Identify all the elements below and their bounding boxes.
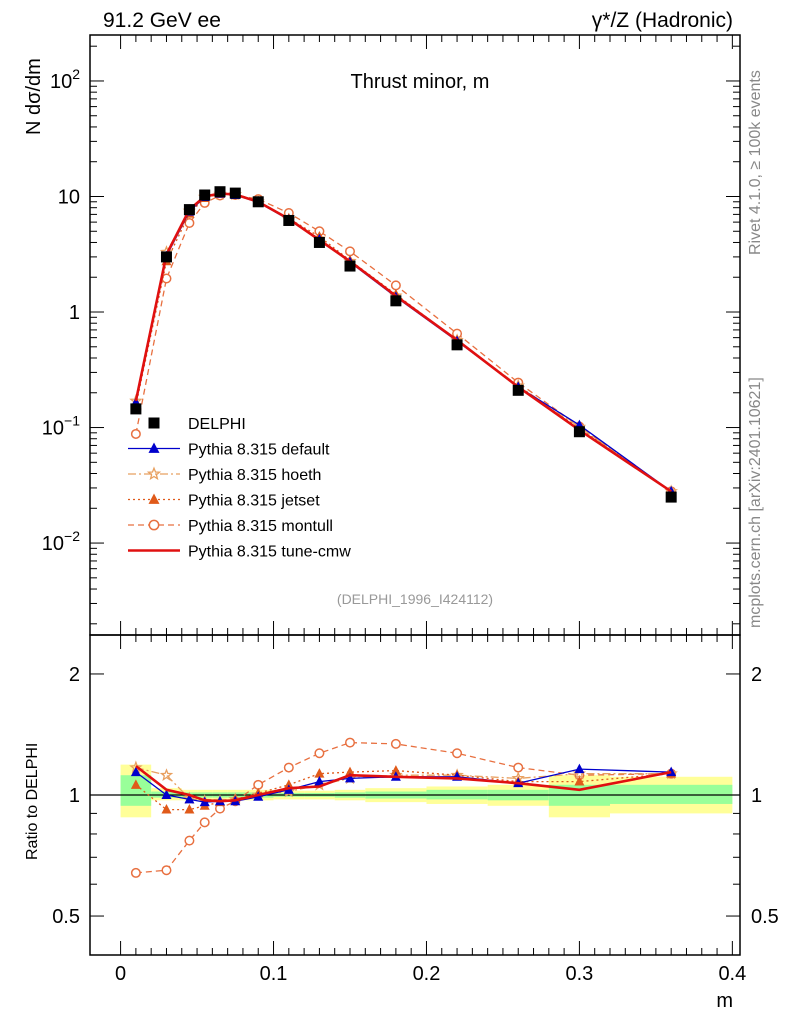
ratio-point-pythia-8-315-jetset [574, 776, 585, 786]
legend-label-pythia-8-315-jetset: Pythia 8.315 jetset [188, 493, 320, 510]
main-point-delphi [283, 214, 295, 226]
ratio-point-pythia-8-315-hoeth [159, 768, 174, 781]
legend-label-pythia-8-315-hoeth: Pythia 8.315 hoeth [188, 467, 321, 484]
main-point-delphi [229, 187, 241, 199]
header-left: 91.2 GeV ee [103, 9, 221, 32]
ratio-y-tick-label: 0.5 [52, 906, 80, 928]
x-tick-label: 0.1 [260, 963, 288, 985]
ratio-plot-panel: Ratio to DELPHI 2 2 1 1 0.5 0.5 0 0.1 0.2 0.3 0.4… [24, 634, 779, 1012]
main-y-tick-label: 10 [58, 186, 80, 208]
ratio-y-axis-label: Ratio to DELPHI [24, 743, 41, 860]
main-plot-title: Thrust minor, m [351, 71, 490, 93]
ratio-point-pythia-8-315-montull [199, 817, 210, 828]
main-plot-panel: Thrust minor, m (DELPHI_1996_I424112) N … [23, 34, 741, 636]
main-point-delphi [390, 295, 402, 307]
legend-marker-delphi [148, 417, 160, 429]
main-point-delphi [130, 403, 142, 415]
main-point-delphi [573, 426, 585, 438]
ratio-y-tick-label-right: 2 [751, 664, 762, 686]
ratio-y-tick-label-right: 0.5 [751, 906, 779, 928]
main-point-delphi [160, 251, 172, 263]
legend-label-delphi: DELPHI [188, 416, 246, 433]
legend-label-pythia-8-315-tune-cmw: Pythia 8.315 tune-cmw [188, 544, 351, 561]
ratio-point-pythia-8-315-jetset [161, 804, 172, 814]
main-point-delphi [344, 260, 356, 272]
main-point-delphi [199, 189, 211, 201]
ratio-line-pythia-8-315-tune-cmw [135, 765, 672, 803]
legend-marker-pythia-8-315-hoeth [146, 466, 162, 481]
legend-label-pythia-8-315-default: Pythia 8.315 default [188, 442, 330, 459]
ratio-point-pythia-8-315-montull [314, 748, 325, 759]
main-point-delphi [451, 339, 463, 351]
x-tick-label: 0.2 [413, 963, 441, 985]
ratio-point-pythia-8-315-jetset [283, 779, 294, 789]
ratio-point-pythia-8-315-montull [130, 867, 141, 878]
main-y-tick-label: 10−2 [42, 528, 80, 555]
ratio-point-pythia-8-315-montull [345, 737, 355, 748]
ratio-point-pythia-8-315-montull [452, 748, 463, 759]
main-y-tick-label: 1 [69, 302, 80, 324]
ratio-line-pythia-8-315-jetset [135, 769, 672, 811]
ratio-y-tick-label: 2 [69, 664, 80, 686]
main-y-axis-label: N dσ/dm [23, 58, 45, 135]
ratio-point-pythia-8-315-jetset [345, 766, 355, 777]
main-y-tick-label: 102 [50, 66, 80, 93]
ratio-point-pythia-8-315-montull [184, 835, 195, 846]
ratio-point-pythia-8-315-default [345, 772, 355, 783]
legend-marker-pythia-8-315-montull [148, 519, 160, 531]
ratio-point-pythia-8-315-jetset [130, 779, 141, 789]
ratio-y-tick-label: 1 [69, 785, 80, 807]
main-point-delphi [313, 236, 325, 248]
main-y-tick-label: 10−1 [42, 413, 80, 440]
ratio-point-pythia-8-315-montull [283, 762, 294, 773]
legend-label-pythia-8-315-montull: Pythia 8.315 montull [188, 518, 333, 535]
main-point-pythia-8-315-montull [130, 428, 141, 439]
main-point-pythia-8-315-montull [184, 217, 195, 228]
main-point-delphi [214, 186, 226, 198]
ratio-point-pythia-8-315-montull [513, 762, 524, 773]
rivet-label: Rivet 4.1.0, ≥ 100k events [747, 70, 764, 255]
ratio-point-pythia-8-315-jetset [314, 768, 325, 778]
ratio-point-pythia-8-315-default [314, 776, 325, 786]
mcplots-label: mcplots.cern.ch [arXiv:2401.10621] [747, 377, 764, 628]
main-point-delphi [512, 384, 524, 396]
main-point-delphi [183, 204, 195, 216]
ratio-point-pythia-8-315-default [161, 789, 172, 799]
x-axis-label: m [716, 990, 733, 1012]
ratio-point-pythia-8-315-jetset [390, 765, 401, 775]
main-point-pythia-8-315-montull [390, 280, 401, 291]
ratio-point-pythia-8-315-jetset [184, 804, 195, 814]
ratio-point-pythia-8-315-montull [161, 865, 172, 876]
x-tick-label: 0.3 [566, 963, 594, 985]
legend-marker-pythia-8-315-default [148, 442, 160, 453]
ratio-point-pythia-8-315-default [130, 766, 141, 777]
ratio-y-tick-label-right: 1 [751, 785, 762, 807]
main-point-delphi [252, 196, 264, 208]
ratio-point-pythia-8-315-default [184, 793, 195, 804]
header-right: γ*/Z (Hadronic) [592, 9, 733, 32]
main-point-delphi [665, 491, 677, 503]
x-tick-label: 0.4 [718, 963, 746, 985]
ratio-point-pythia-8-315-montull [390, 738, 401, 749]
ratio-point-pythia-8-315-default [574, 763, 585, 774]
main-point-pythia-8-315-montull [161, 273, 172, 284]
main-plot-subtitle: (DELPHI_1996_I424112) [337, 591, 493, 607]
x-tick-label: 0 [115, 963, 126, 985]
legend-marker-pythia-8-315-jetset [148, 493, 160, 504]
